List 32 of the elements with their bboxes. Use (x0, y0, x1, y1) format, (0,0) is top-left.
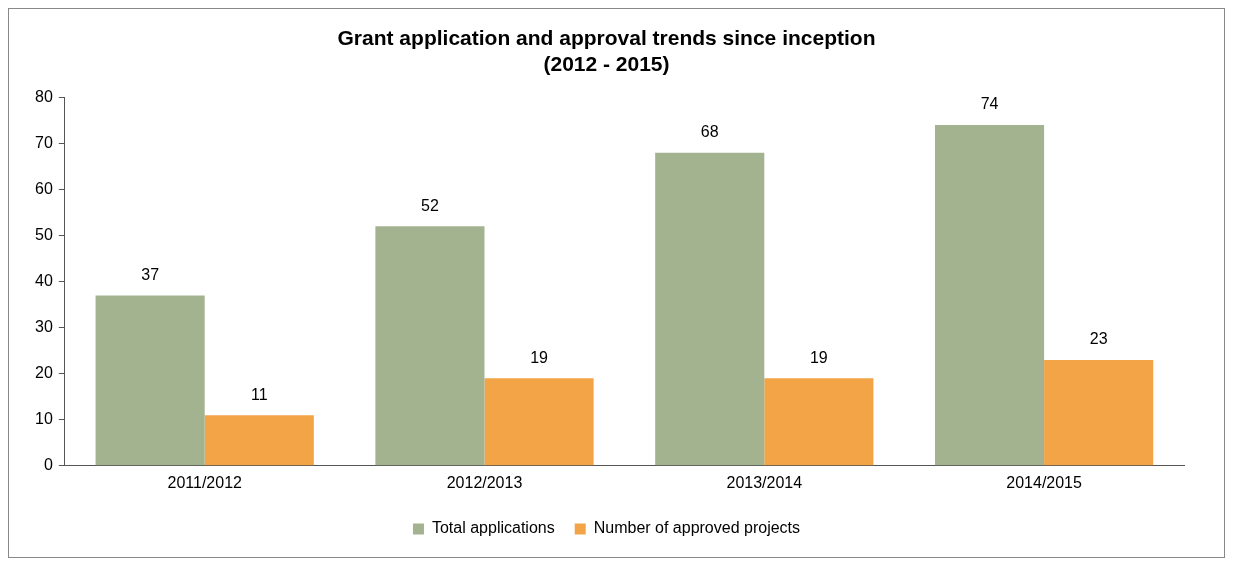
data-label: 11 (250, 385, 268, 403)
data-label: 37 (141, 265, 160, 283)
x-tick-label: 2013/2014 (726, 473, 803, 491)
x-tick-label: 2014/2015 (1006, 473, 1083, 491)
bar (375, 226, 485, 466)
y-tick-label: 50 (35, 225, 53, 243)
data-label: 74 (980, 95, 999, 113)
y-tick-label: 80 (35, 87, 53, 105)
legend-label: Number of approved projects (593, 519, 801, 537)
data-label: 19 (530, 348, 549, 366)
data-label: 23 (1089, 330, 1108, 348)
x-tick-label: 2011/2012 (167, 473, 243, 491)
legend-label: Total applications (431, 519, 555, 537)
bar (934, 125, 1045, 466)
y-tick-label: 0 (43, 456, 53, 474)
y-tick-label: 10 (35, 410, 53, 428)
data-label: 68 (700, 123, 719, 141)
bar (484, 378, 594, 466)
x-tick-label: 2012/2013 (446, 473, 523, 491)
data-label: 52 (421, 196, 439, 214)
y-tick-label: 60 (35, 179, 53, 197)
data-label: 19 (809, 348, 828, 366)
chart-title: Grant application and approval trends since inception (2012 - 2015) (337, 26, 876, 75)
y-tick-label: 30 (35, 318, 53, 336)
y-tick-label: 70 (35, 133, 53, 151)
bar (1044, 359, 1154, 466)
bar (764, 378, 874, 466)
y-tick-label: 20 (35, 364, 53, 382)
y-tick-label: 40 (35, 272, 53, 290)
bar (95, 295, 205, 466)
bar (204, 415, 314, 466)
bar (655, 152, 765, 466)
